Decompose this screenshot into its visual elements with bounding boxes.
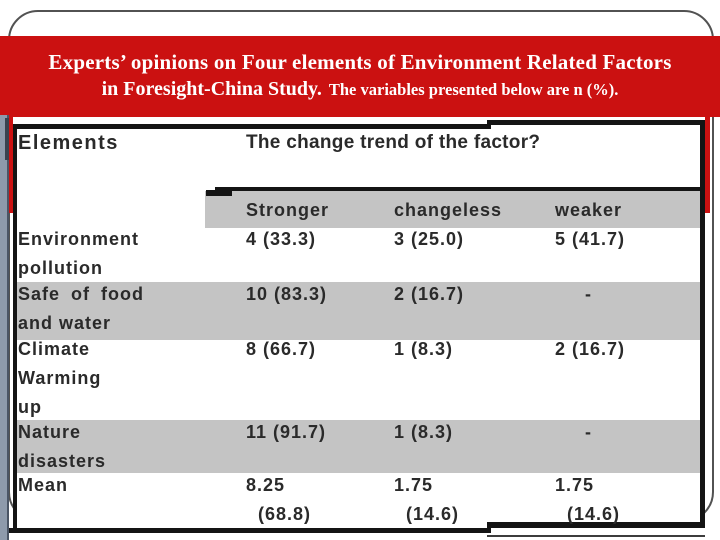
table-border-bottom-right-segment [487,522,705,528]
row-label-nature-disasters: Nature disasters [18,418,106,476]
cell-climate-warming-stronger: 8 (66.7) [246,339,317,359]
table-border-left [13,124,17,533]
cell-climate-warming-changeless: 1 (8.3) [394,339,454,359]
cell-environment-pollution-weaker: 5 (41.7) [555,229,626,249]
cell-safe-of-food-changeless: 2 (16.7) [394,284,465,304]
cell-environment-pollution-stronger: 4 (33.3) [246,229,317,249]
row-label-line: disasters [18,451,107,471]
cell-nature-disasters-weaker: - [585,422,592,442]
row-label-line: Nature [18,422,82,442]
title-banner: Experts’ opinions on Four elements of En… [0,36,720,117]
cell-line: 1.75 [555,475,595,495]
subheader-stronger: Stronger [246,200,330,220]
left-edge-stripe [0,115,9,540]
row-label-environment-pollution: Environment pollution [18,225,139,283]
cell-mean-stronger: 8.25 (68.8) [246,471,311,529]
row-label-line: up [18,397,42,417]
cell-line: (68.8) [258,504,312,524]
left-edge-stripe-shadow [5,118,9,160]
cell-safe-of-food-weaker: - [585,284,592,304]
table-border-top-left-segment [13,124,491,129]
table-border-under-span-header [215,187,705,191]
table-border-bottom-left-segment [9,528,491,533]
row-label-line: and water [18,313,112,333]
slide-title-line-1: Experts’ opinions on Four elements of En… [48,49,672,74]
row-label-line: Mean [18,475,69,495]
row-label-line: Climate [18,339,91,359]
cell-climate-warming-weaker: 2 (16.7) [555,339,626,359]
row-label-line: Safe of food [18,284,144,304]
subheader-weaker: weaker [555,200,623,220]
cell-nature-disasters-stronger: 11 (91.7) [246,422,327,442]
row-shading-safe-of-food [17,282,700,340]
row-label-safe-of-food-and-water: Safe of food and water [18,280,144,338]
elements-header: Elements [18,132,119,154]
table-border-top-right-segment [487,120,705,125]
cell-mean-changeless: 1.75 (14.6) [394,471,459,529]
cell-mean-weaker: 1.75 (14.6) [555,471,620,529]
slide-title-line-2: in Foresight-China Study. The variables p… [102,75,619,105]
row-label-line: pollution [18,258,103,278]
cell-environment-pollution-changeless: 3 (25.0) [394,229,465,249]
cell-line: (14.6) [406,504,460,524]
table-border-right [700,120,705,528]
subheader-changeless: changeless [394,200,503,220]
table-border-bottom-thin-line [487,535,705,537]
slide-title-line-2-main: in Foresight-China Study. [101,77,322,100]
row-label-line: Warming [18,368,102,388]
cell-nature-disasters-changeless: 1 (8.3) [394,422,454,442]
cell-line: 1.75 [394,475,434,495]
cell-line: 8.25 [246,475,286,495]
cell-safe-of-food-stronger: 10 (83.3) [246,284,328,304]
cell-line: (14.6) [567,504,621,524]
subheader-row-shading [205,191,700,228]
trend-question-header: The change trend of the factor? [246,132,541,153]
row-shading-nature-disasters [17,420,700,473]
row-label-mean: Mean [18,471,68,500]
row-label-climate-warming-up: Climate Warming up [18,335,101,422]
slide-subtitle: The variables presented below are n (%). [328,79,619,99]
row-label-line: Environment [18,229,140,249]
table-border-seam-dash [206,190,232,196]
